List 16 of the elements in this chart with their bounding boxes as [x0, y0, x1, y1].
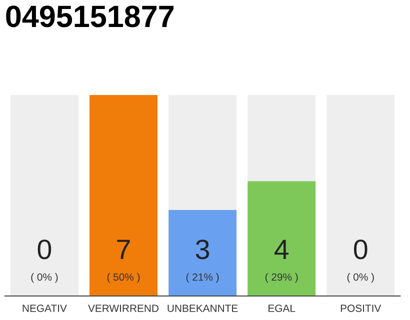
- chart-title: 0495151877: [6, 6, 174, 28]
- data-label: 3: [196, 240, 210, 260]
- x-tick-label: UNBEKANNTE: [168, 304, 238, 312]
- annotation: ( 0% ): [31, 273, 58, 283]
- annotation: ( 50% ): [107, 273, 140, 283]
- x-tick-label: VERWIRREND: [88, 304, 158, 312]
- annotation: 0: [354, 240, 368, 260]
- annotation: 0: [38, 240, 52, 260]
- x-tick-label: POSITIV: [340, 304, 382, 312]
- data-label: 4: [274, 240, 288, 259]
- data-label: 7: [117, 240, 130, 259]
- x-tick-label: EGAL: [268, 304, 296, 312]
- annotation: ( 29% ): [265, 273, 298, 283]
- annotation: ( 0% ): [347, 273, 374, 283]
- x-tick-label: NEGATIV: [22, 304, 67, 312]
- annotation: ( 21% ): [186, 273, 219, 283]
